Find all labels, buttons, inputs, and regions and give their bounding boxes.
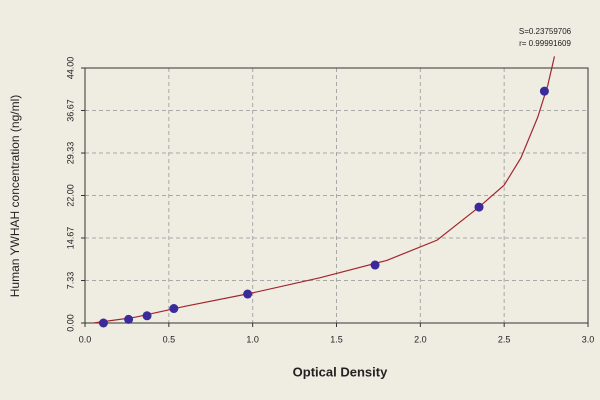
x-tick-label: 3.0 [582,334,595,344]
y-tick-label: 14.67 [65,227,75,250]
y-tick-label: 22.00 [65,184,75,207]
y-tick-label: 44.00 [65,57,75,80]
data-point [539,86,549,96]
data-point [142,311,152,321]
y-tick-label: 7.33 [65,272,75,290]
x-tick-label: 0.0 [79,334,92,344]
annotation: S=0.23759706 [519,27,572,36]
y-tick-label: 0.00 [65,314,75,332]
data-point [98,318,108,328]
data-point [124,314,134,324]
x-tick-label: 1.0 [246,334,259,344]
x-tick-label: 0.5 [163,334,176,344]
plot-frame [84,67,589,324]
x-tick-label: 1.5 [330,334,343,344]
y-tick-label: 36.67 [65,99,75,122]
data-point [169,304,179,314]
data-point [243,289,253,299]
x-tick-label: 2.5 [498,334,511,344]
data-point [370,260,380,270]
annotation: r= 0.99991609 [519,39,571,48]
y-axis-label: Human YWHAH concentration (ng/ml) [8,95,22,298]
x-axis-label: Optical Density [293,364,388,379]
y-tick-label: 29.33 [65,142,75,165]
fit-curve [93,56,556,324]
x-tick-label: 2.0 [414,334,427,344]
data-point [474,202,484,212]
